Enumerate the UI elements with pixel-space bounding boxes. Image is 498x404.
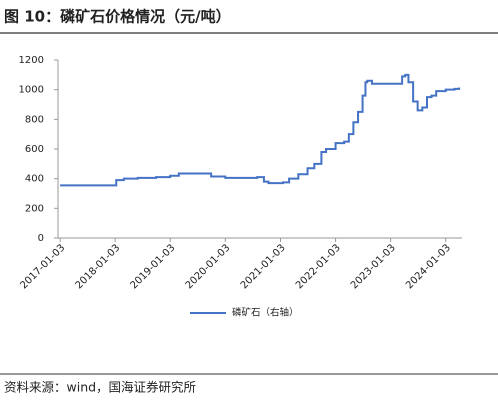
source: 资料来源：wind，国海证券研究所 [4,380,196,395]
x-tick-label: 2017-01-03 [18,242,67,291]
y-tick-label: 400 [25,174,44,185]
chart-title: 图 10：磷矿石价格情况（元/吨） [4,8,231,26]
y-tick-label: 1200 [19,55,44,66]
x-tick-label: 2023-01-03 [349,242,398,291]
y-tick-label: 200 [25,203,44,214]
x-tick-label: 2018-01-03 [74,242,123,291]
x-tick-label: 2019-01-03 [129,242,178,291]
x-tick-label: 2020-01-03 [184,242,233,291]
legend-label: 磷矿石（右轴） [232,307,299,319]
y-tick-label: 800 [25,114,44,125]
x-tick-label: 2022-01-03 [294,242,343,291]
x-tick-label: 2021-01-03 [239,242,288,291]
y-tick-label: 0 [38,233,44,244]
y-tick-label: 1000 [19,85,44,96]
line-series [60,73,461,187]
x-tick-label: 2024-01-03 [404,242,453,291]
y-tick-label: 600 [25,144,44,155]
